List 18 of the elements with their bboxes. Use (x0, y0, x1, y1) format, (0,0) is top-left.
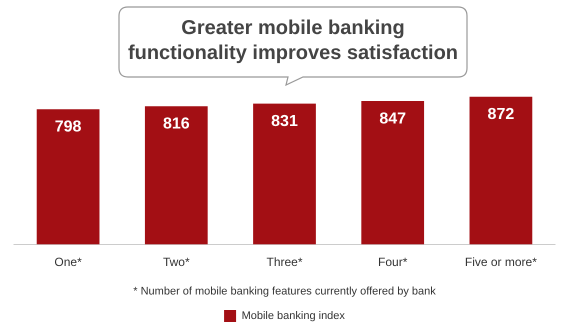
text: * Number of mobile banking features currently offered by bank (133, 285, 436, 298)
legend-label: Mobile banking index (242, 310, 346, 322)
bar (36, 109, 100, 244)
data-label: 816 (162, 116, 190, 133)
data-label: 831 (271, 113, 298, 130)
x-tick-label: Five or more* (464, 254, 538, 269)
data-label: 847 (379, 110, 406, 128)
bar (253, 104, 316, 244)
data-label: 872 (488, 106, 514, 124)
bar (470, 96, 532, 244)
x-tick-label: One* (54, 254, 82, 269)
chart-title: Greater mobile banking functionality improves satisfaction (126, 16, 460, 66)
x-tick-label: Four* (378, 254, 408, 269)
data-label: 798 (54, 118, 82, 136)
x-tick-label: Three* (266, 254, 303, 269)
x-tick-label: Two* (162, 254, 190, 269)
bar (361, 100, 424, 244)
bar (144, 106, 208, 244)
